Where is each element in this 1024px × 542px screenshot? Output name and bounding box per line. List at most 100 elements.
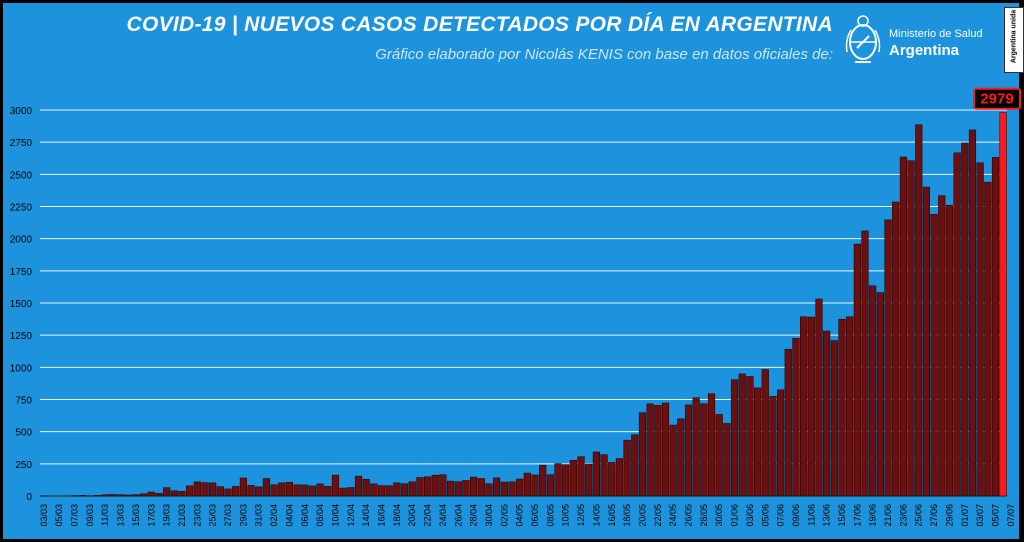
- bar: [224, 488, 232, 497]
- x-tick-label: 05/07: [990, 504, 1000, 527]
- x-tick-label: 17/06: [852, 504, 862, 527]
- bar: [738, 373, 746, 497]
- y-tick-label: 1500: [10, 299, 33, 310]
- bar: [140, 493, 148, 497]
- bar: [600, 454, 608, 497]
- bar: [823, 330, 831, 497]
- x-tick-label: 11/06: [806, 504, 816, 526]
- bar: [285, 481, 294, 497]
- bar: [677, 418, 685, 497]
- bar: [500, 481, 508, 497]
- bar: [93, 495, 102, 497]
- bar: [324, 486, 332, 497]
- bar: [155, 493, 163, 497]
- bar: [362, 479, 370, 497]
- bar: [807, 316, 815, 497]
- bar: [953, 152, 961, 497]
- x-tick-label: 12/04: [346, 504, 356, 527]
- logo-country-label: Argentina: [889, 42, 960, 59]
- bar-highlight: [999, 112, 1007, 497]
- bar: [408, 481, 416, 497]
- x-tick-label: 08/05: [545, 504, 555, 527]
- x-tick-label: 03/07: [975, 504, 985, 527]
- x-tick-label: 18/05: [622, 504, 632, 527]
- bar: [278, 482, 286, 497]
- x-tick-label: 05/03: [54, 504, 64, 527]
- x-tick-label: 20/05: [637, 504, 647, 527]
- bar: [646, 403, 654, 497]
- bar: [615, 458, 624, 497]
- bar: [784, 348, 792, 497]
- bar: [938, 195, 946, 497]
- bar: [984, 181, 992, 497]
- bar: [508, 481, 516, 497]
- x-tick-label: 25/06: [914, 504, 924, 527]
- x-tick-label: 24/05: [668, 504, 678, 527]
- bar: [562, 464, 570, 497]
- ministry-logo: Ministerio de Salud Argentina: [841, 12, 991, 68]
- y-tick-label: 1250: [10, 331, 33, 342]
- last-value-label-box: [973, 87, 1021, 110]
- x-tick-label: 07/06: [776, 504, 786, 527]
- bar: [462, 480, 470, 497]
- bar: [308, 485, 317, 497]
- bar: [654, 405, 662, 497]
- y-tick-label: 2750: [10, 138, 33, 149]
- bar: [692, 397, 700, 497]
- bar: [493, 477, 501, 497]
- bar: [301, 484, 309, 497]
- x-tick-label: 29/06: [944, 504, 954, 527]
- bar: [393, 482, 401, 497]
- bar: [846, 316, 854, 497]
- bar: [753, 387, 762, 497]
- bar: [777, 389, 785, 497]
- chart-subtitle: Gráfico elaborado por Nicolás KENIS con …: [375, 46, 833, 63]
- x-tick-label: 07/03: [70, 504, 80, 527]
- bar: [132, 494, 140, 497]
- x-tick-label: 15/03: [131, 504, 141, 527]
- x-tick-label: 02/05: [499, 504, 509, 527]
- x-tick-label: 31/03: [254, 504, 264, 527]
- x-tick-label: 08/04: [315, 504, 325, 527]
- x-tick-label: 29/03: [238, 504, 248, 527]
- x-tick-label: 16/04: [377, 504, 387, 527]
- x-tick-label: 21/06: [883, 504, 893, 527]
- bar: [209, 482, 217, 497]
- bar: [907, 160, 915, 497]
- bar: [216, 486, 224, 497]
- x-tick-label: 01/07: [960, 504, 970, 527]
- x-tick-label: 23/06: [898, 504, 908, 527]
- bar: [922, 186, 931, 497]
- y-tick-label: 2250: [10, 203, 33, 214]
- bar: [370, 483, 378, 497]
- x-tick-label: 26/04: [453, 504, 463, 527]
- x-tick-label: 14/05: [591, 504, 601, 527]
- x-tick-label: 01/06: [730, 504, 740, 527]
- bar: [523, 472, 531, 497]
- bar: [945, 204, 954, 497]
- x-tick-label: 02/04: [269, 504, 279, 527]
- bar: [569, 459, 577, 497]
- bar: [968, 129, 977, 497]
- x-tick-label: 30/04: [484, 504, 494, 527]
- x-tick-label: 27/03: [223, 504, 233, 527]
- bar: [447, 480, 455, 497]
- bar: [354, 475, 363, 497]
- y-tick-label: 1750: [10, 267, 33, 278]
- x-tick-label: 28/05: [699, 504, 709, 527]
- bar: [193, 481, 201, 497]
- bar: [853, 243, 861, 497]
- x-tick-label: 22/04: [423, 504, 433, 527]
- x-tick-label: 06/05: [530, 504, 540, 527]
- x-tick-label: 07/07: [1006, 504, 1016, 527]
- bar: [730, 379, 739, 497]
- bar: [684, 404, 693, 497]
- bar: [109, 494, 117, 497]
- bar: [454, 481, 462, 497]
- bar: [339, 487, 347, 497]
- x-tick-label: 30/05: [714, 504, 724, 527]
- bar: [416, 477, 424, 497]
- x-tick-label: 03/06: [745, 504, 755, 527]
- bar: [631, 434, 639, 497]
- bar: [546, 474, 554, 497]
